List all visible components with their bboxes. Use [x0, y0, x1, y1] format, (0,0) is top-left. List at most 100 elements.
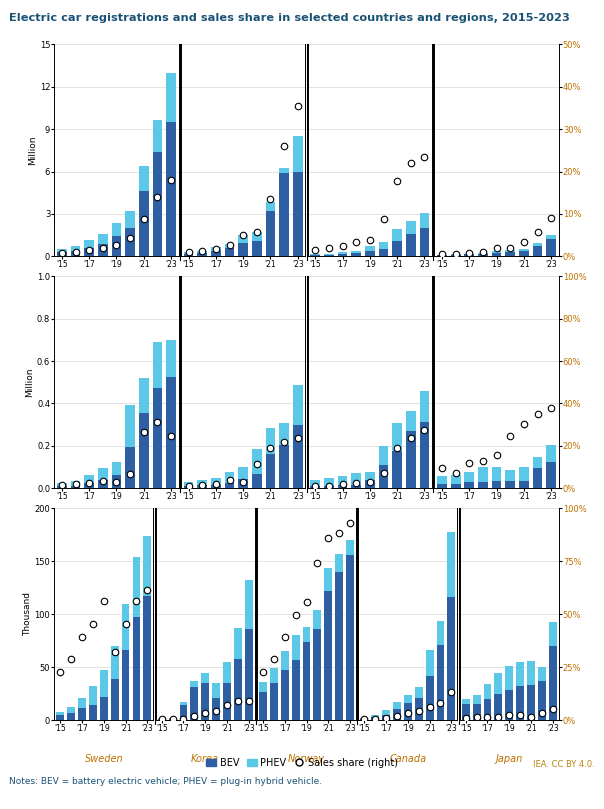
Point — [334, 527, 344, 540]
Bar — [184, 252, 193, 253]
Point — [125, 231, 135, 244]
Bar — [139, 413, 149, 488]
Point — [56, 666, 65, 679]
Point — [201, 707, 210, 720]
Text: Japan: Japan — [496, 754, 523, 764]
Bar — [245, 580, 252, 629]
Bar — [67, 713, 75, 720]
Bar — [324, 255, 334, 256]
Bar — [143, 536, 151, 596]
Bar — [392, 451, 402, 488]
Point — [403, 706, 413, 719]
Point — [166, 173, 176, 186]
Bar — [464, 255, 474, 256]
Bar — [139, 166, 149, 191]
Bar — [98, 468, 108, 481]
Point — [132, 595, 141, 608]
Point — [313, 557, 323, 570]
Bar — [506, 252, 515, 256]
Bar — [184, 253, 193, 256]
Point — [66, 652, 76, 665]
Bar — [201, 683, 209, 720]
Point — [179, 712, 188, 725]
Bar — [546, 445, 556, 462]
Point — [478, 245, 488, 258]
Point — [420, 424, 429, 437]
Bar — [212, 698, 220, 720]
Text: World: World — [102, 290, 131, 300]
Bar — [270, 683, 278, 720]
Bar — [238, 479, 248, 488]
Point — [464, 246, 474, 259]
Bar — [527, 685, 535, 720]
Text: Electric car registrations and sales share in selected countries and regions, 20: Electric car registrations and sales sha… — [9, 13, 570, 23]
Bar — [382, 710, 390, 714]
Point — [338, 478, 347, 491]
Bar — [506, 470, 515, 481]
Bar — [56, 714, 64, 720]
Bar — [392, 230, 402, 241]
Bar — [313, 610, 321, 629]
Bar — [310, 486, 320, 488]
Text: Germany: Germany — [94, 522, 139, 532]
Point — [526, 711, 536, 724]
Bar — [89, 686, 97, 705]
Bar — [519, 252, 528, 256]
Point — [310, 479, 320, 492]
Bar — [420, 421, 429, 488]
Point — [352, 477, 361, 489]
Point — [446, 685, 456, 698]
Bar — [179, 702, 187, 705]
Bar — [420, 228, 429, 256]
Point — [153, 190, 162, 203]
Bar — [71, 246, 80, 251]
Bar — [462, 704, 470, 720]
Bar — [310, 481, 320, 486]
Bar — [71, 251, 80, 256]
Bar — [492, 481, 501, 488]
Point — [301, 595, 312, 608]
Point — [437, 248, 447, 261]
Point — [483, 711, 492, 724]
Point — [266, 442, 275, 455]
Bar — [516, 686, 524, 720]
Point — [77, 630, 87, 643]
Point — [352, 235, 361, 248]
Point — [324, 242, 334, 255]
Point — [435, 697, 445, 709]
Bar — [324, 486, 334, 488]
Bar — [415, 687, 423, 698]
Bar — [252, 232, 262, 240]
Bar — [166, 73, 176, 122]
Bar — [361, 719, 368, 720]
Bar — [335, 554, 343, 572]
Point — [71, 478, 80, 491]
Point — [478, 455, 488, 468]
Point — [310, 244, 320, 256]
Bar — [259, 693, 267, 720]
Point — [437, 461, 447, 474]
Bar — [393, 709, 401, 720]
Bar — [324, 478, 334, 486]
Bar — [85, 483, 94, 488]
Y-axis label: Million: Million — [28, 136, 37, 165]
Bar — [519, 481, 528, 488]
Bar — [365, 480, 375, 488]
Bar — [184, 482, 193, 485]
Bar — [379, 465, 388, 488]
Bar — [179, 705, 187, 720]
Bar — [437, 484, 447, 488]
Bar — [346, 540, 354, 555]
Point — [393, 442, 402, 455]
Bar — [112, 462, 121, 475]
Bar — [85, 475, 94, 483]
Point — [324, 531, 333, 544]
Bar — [451, 484, 460, 488]
Bar — [392, 241, 402, 256]
Bar — [100, 671, 108, 697]
Bar — [352, 251, 361, 253]
Bar — [112, 223, 121, 236]
Point — [211, 242, 220, 255]
Point — [139, 426, 149, 439]
Text: Notes: BEV = battery electric vehicle; PHEV = plug-in hybrid vehicle.: Notes: BEV = battery electric vehicle; P… — [9, 777, 322, 786]
